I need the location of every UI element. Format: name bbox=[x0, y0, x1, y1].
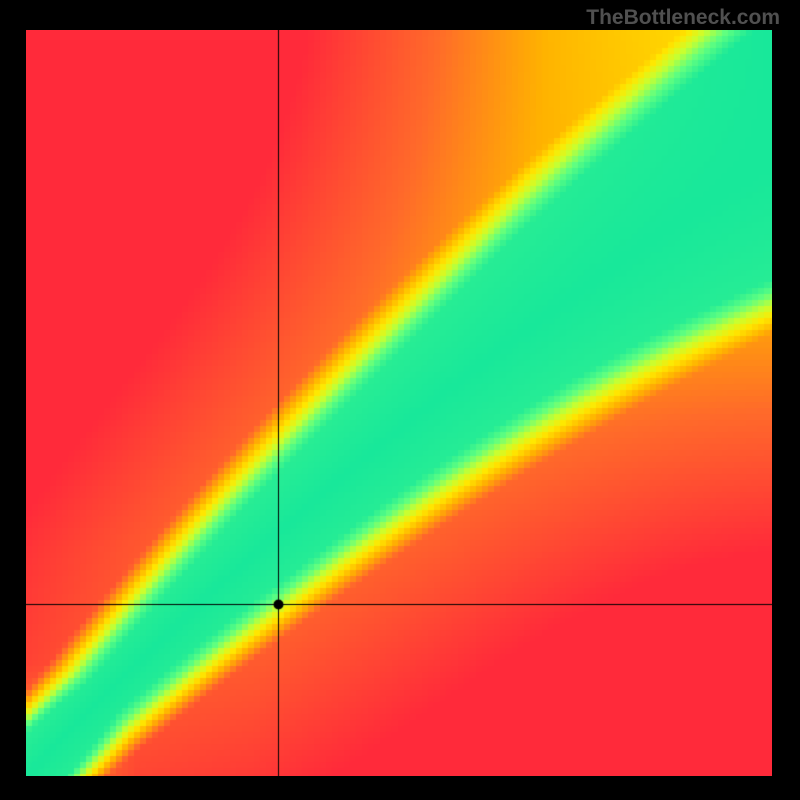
heatmap-plot bbox=[26, 30, 772, 776]
heatmap-canvas bbox=[26, 30, 772, 776]
watermark-text: TheBottleneck.com bbox=[586, 6, 780, 30]
chart-container: TheBottleneck.com bbox=[0, 0, 800, 800]
